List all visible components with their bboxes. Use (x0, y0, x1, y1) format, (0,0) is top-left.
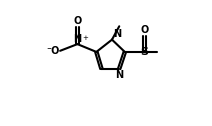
Text: N: N (115, 70, 123, 80)
Text: ⁻O: ⁻O (46, 46, 59, 56)
Text: +: + (82, 35, 88, 41)
Text: N: N (73, 34, 81, 44)
Text: S: S (140, 47, 148, 57)
Text: O: O (140, 25, 148, 35)
Text: N: N (113, 29, 121, 39)
Text: O: O (73, 16, 82, 26)
